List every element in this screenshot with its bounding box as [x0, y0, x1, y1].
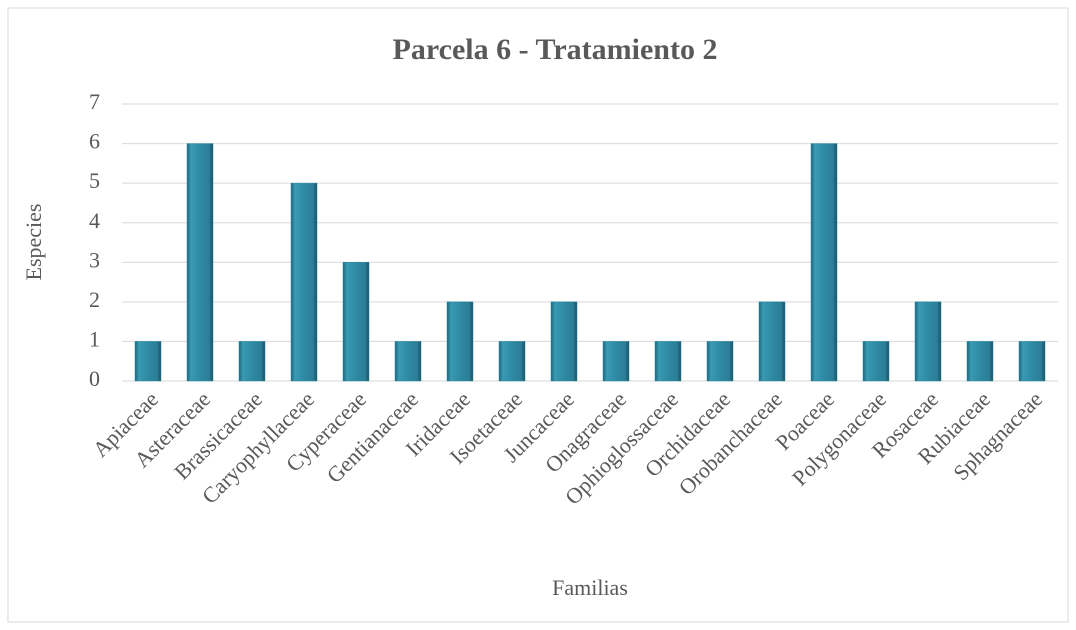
- y-tick-label: 4: [89, 208, 100, 233]
- bar: [1018, 341, 1046, 382]
- y-tick-label: 6: [89, 129, 100, 154]
- y-tick-label: 3: [89, 247, 100, 272]
- bar: [966, 341, 994, 382]
- bar: [342, 262, 370, 382]
- y-axis-label: Especies: [21, 204, 46, 281]
- chart-frame: [7, 7, 1069, 623]
- bar: [394, 341, 422, 382]
- bar: [758, 301, 786, 382]
- y-tick-label: 2: [89, 287, 100, 312]
- bar: [290, 182, 318, 382]
- bar: [602, 341, 630, 382]
- bar: [498, 341, 526, 382]
- y-tick-label: 5: [89, 168, 100, 193]
- bar: [446, 301, 474, 382]
- y-tick-label: 7: [89, 89, 100, 114]
- bar: [914, 301, 942, 382]
- bar: [810, 143, 838, 382]
- y-tick-label: 0: [89, 366, 100, 391]
- x-axis-label: Familias: [552, 575, 628, 600]
- bar: [238, 341, 266, 382]
- bar: [654, 341, 682, 382]
- bar: [186, 143, 214, 382]
- bar: [134, 341, 162, 382]
- bar: [550, 301, 578, 382]
- bar: [862, 341, 890, 382]
- y-tick-label: 1: [89, 326, 100, 351]
- chart-title: Parcela 6 - Tratamiento 2: [393, 33, 718, 66]
- bar: [706, 341, 734, 382]
